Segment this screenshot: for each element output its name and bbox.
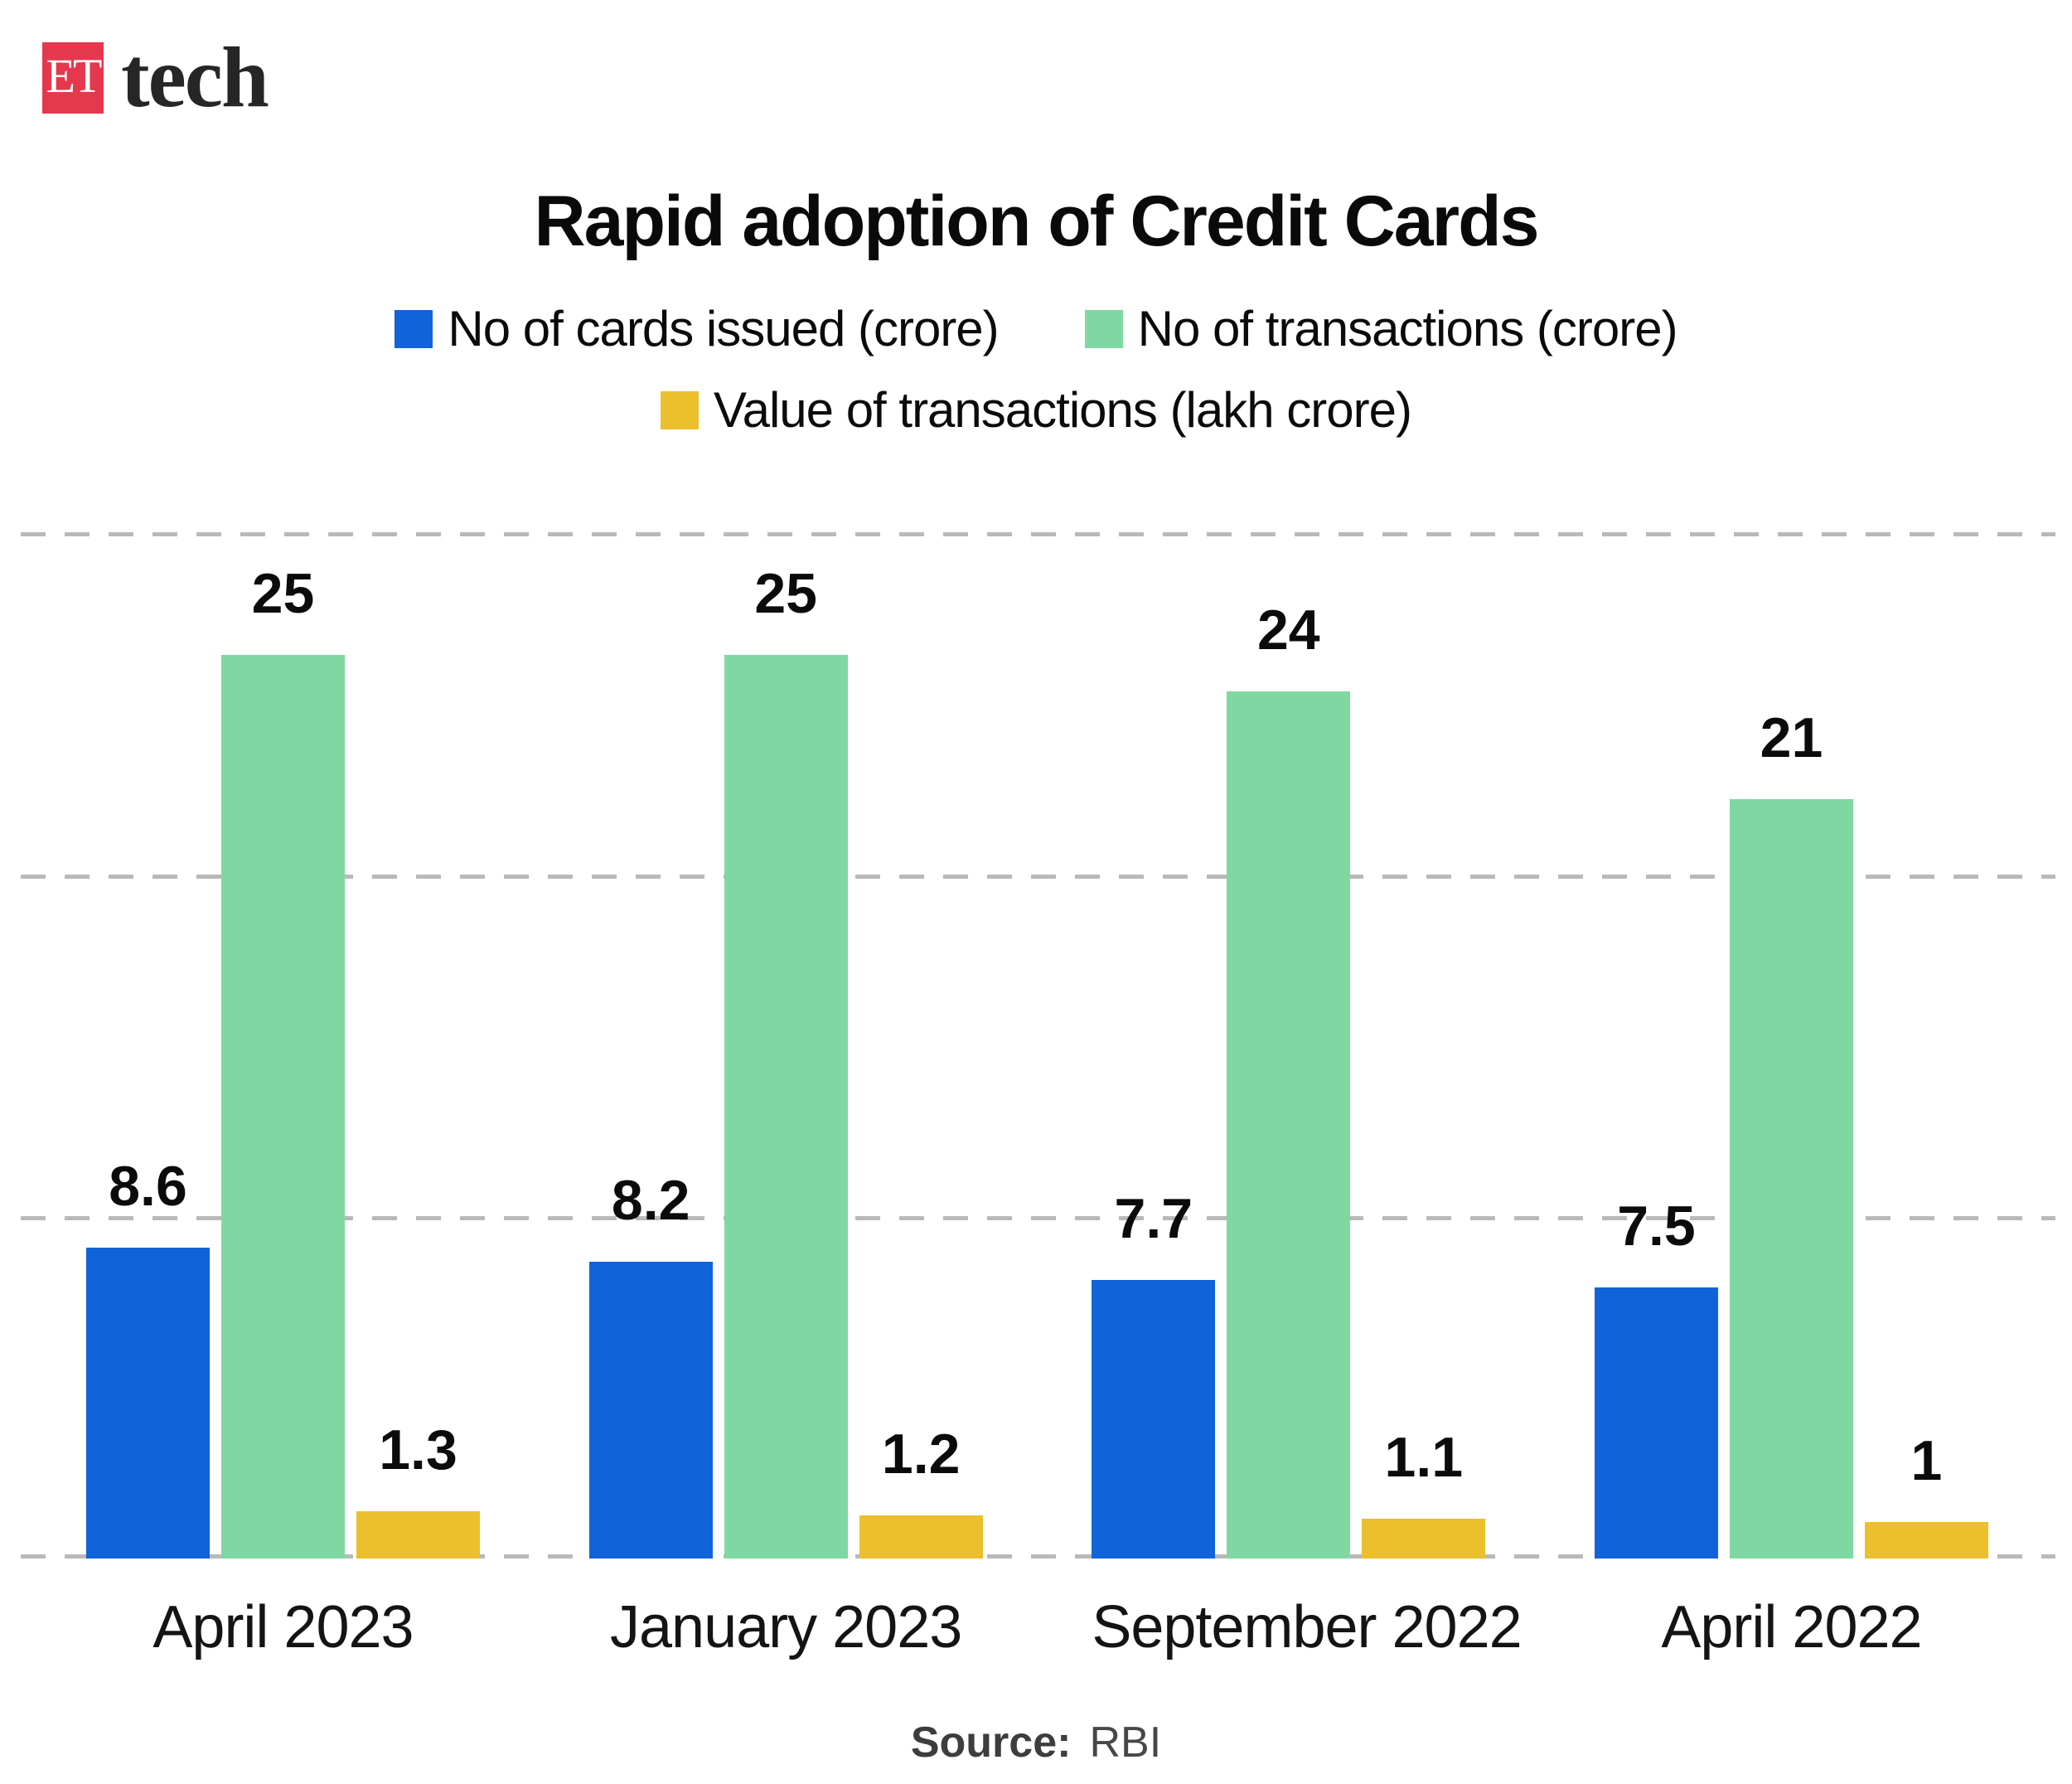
bar-value-label: 1 [1910,1429,1943,1492]
bar [86,1248,210,1559]
category-label: January 2023 [609,1594,962,1660]
legend-item-value-transactions: Value of transactions (lakh crore) [661,382,1412,438]
bar-value-label: 1.2 [881,1423,961,1486]
bar-with-label: 8.2 [588,1169,713,1559]
category-label: April 2023 [152,1594,414,1660]
bar-value-label: 24 [1256,599,1320,662]
bar-value-label: 25 [251,562,315,625]
bar [1092,1280,1216,1559]
bar [356,1511,480,1559]
plot-area: 8.6 25 1.3 8.2 25 1.2 7.7 24 1.1 7.5 21 1 [0,532,2072,1559]
legend-swatch-blue [395,310,433,348]
category-axis: April 2023 January 2023 September 2022 Apri… [0,1593,2072,1662]
gridline-baseline [21,1554,2055,1559]
legend-row-1: No of cards issued (crore) No of transac… [0,302,2072,356]
legend-row-2: Value of transactions (lakh crore) [0,383,2072,438]
bar-with-label: 8.6 [86,1158,210,1559]
legend-swatch-yellow [661,391,700,429]
bar [1594,1287,1718,1559]
bar-group: 7.5 21 1 [1594,706,1988,1559]
bar [221,655,345,1559]
bar [588,1262,713,1559]
bar-with-label: 24 [1227,599,1351,1559]
et-logo-text: ET [46,48,103,103]
bar-with-label: 1.3 [356,1422,480,1559]
et-tech-logo: ET [42,42,104,114]
bar-with-label: 1 [1864,1429,1988,1559]
bar [1227,691,1351,1559]
bar-value-label: 8.2 [611,1169,690,1232]
gridline [21,875,2055,879]
chart-title: Rapid adoption of Credit Cards [534,182,1540,261]
bar-group: 8.6 25 1.3 [86,565,480,1559]
bar [1362,1519,1486,1559]
bar-value-label: 7.5 [1617,1195,1696,1258]
bar [1864,1522,1988,1559]
bar-with-label: 7.5 [1594,1195,1718,1559]
bar-with-label: 7.7 [1092,1187,1216,1559]
legend-swatch-green [1084,310,1123,348]
bar [724,655,848,1559]
bar-with-label: 21 [1729,706,1853,1559]
category-label: September 2022 [1092,1594,1522,1660]
legend-label: No of cards issued (crore) [448,301,999,356]
source-line: Source: RBI [0,1718,2072,1767]
gridline [21,1216,2055,1220]
legend-item-cards-issued: No of cards issued (crore) [395,301,1000,356]
bar-with-label: 25 [724,565,848,1559]
legend-label: No of transactions (crore) [1137,301,1678,356]
bar-value-label: 1.1 [1384,1426,1464,1489]
bar-value-label: 1.3 [379,1418,457,1481]
source-label: Source: [910,1719,1072,1767]
gridline [21,532,2055,536]
bar [859,1515,983,1559]
category-label: April 2022 [1661,1594,1922,1660]
bar-group: 8.2 25 1.2 [588,565,983,1559]
bar-with-label: 1.2 [859,1426,983,1559]
bar-value-label: 21 [1760,706,1823,769]
legend-item-transactions: No of transactions (crore) [1084,301,1678,356]
bar-value-label: 7.7 [1114,1187,1193,1250]
source-value: RBI [1089,1719,1162,1767]
legend-label: Value of transactions (lakh crore) [714,382,1412,438]
bar-group: 7.7 24 1.1 [1092,599,1486,1559]
bar-with-label: 25 [221,565,345,1559]
bar-value-label: 25 [754,562,817,625]
tech-logo-text: tech [121,30,269,125]
bar-with-label: 1.1 [1362,1426,1486,1559]
bar-groups: 8.6 25 1.3 8.2 25 1.2 7.7 24 1.1 7.5 21 1 [0,532,2072,1559]
bar [1729,799,1853,1559]
et-logo-red-box: ET [42,42,104,114]
bar-value-label: 8.6 [109,1155,187,1218]
